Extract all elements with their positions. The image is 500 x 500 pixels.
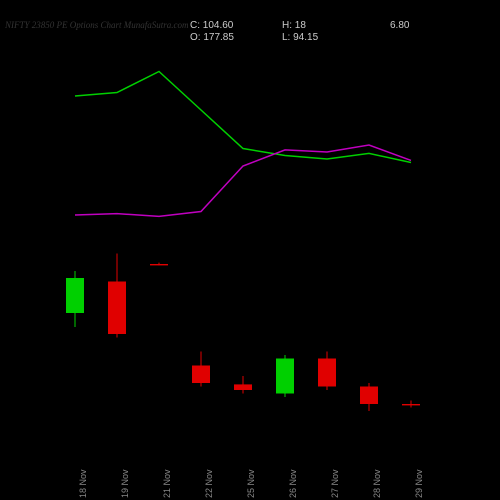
line-series-green	[75, 72, 411, 163]
chart-container: NIFTY 23850 PE Options Chart MunafaSutra…	[0, 0, 500, 500]
x-axis-tick-label: 26 Nov	[288, 469, 298, 498]
x-axis-tick-label: 18 Nov	[78, 469, 88, 498]
candle-body	[318, 359, 336, 387]
chart-svg	[0, 0, 500, 500]
x-axis-tick-label: 22 Nov	[204, 469, 214, 498]
candle-body	[276, 359, 294, 394]
line-series-magenta	[75, 145, 411, 216]
candle-body	[360, 387, 378, 405]
candle-body	[192, 366, 210, 384]
candle-body	[150, 264, 168, 265]
x-axis-tick-label: 25 Nov	[246, 469, 256, 498]
x-axis-tick-label: 27 Nov	[330, 469, 340, 498]
x-axis-tick-label: 19 Nov	[120, 469, 130, 498]
candle-body	[402, 404, 420, 405]
x-axis-tick-label: 29 Nov	[414, 469, 424, 498]
x-axis-tick-label: 28 Nov	[372, 469, 382, 498]
x-axis-tick-label: 21 Nov	[162, 469, 172, 498]
candle-body	[66, 278, 84, 313]
candle-body	[234, 384, 252, 390]
candle-body	[108, 282, 126, 335]
